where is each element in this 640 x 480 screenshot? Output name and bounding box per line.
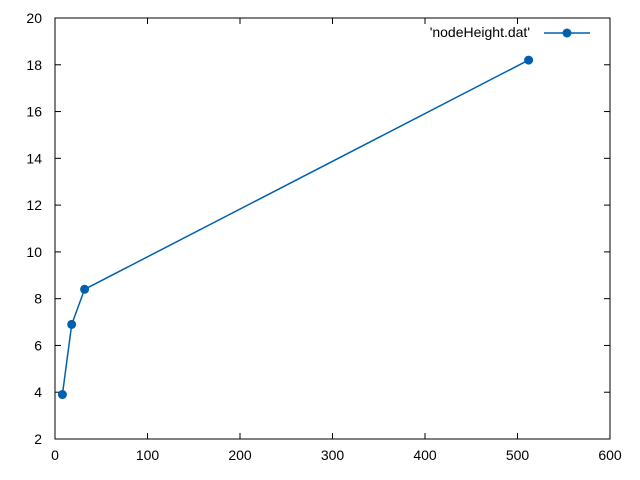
y-tick-label: 14 — [26, 150, 42, 166]
x-tick-label: 200 — [228, 447, 252, 463]
axis-tick-labels: 0 100 200 300 400 500 600 2 4 6 8 10 12 14 16 18 20 — [26, 10, 621, 463]
axis-ticks — [54, 17, 611, 440]
x-tick-label: 300 — [321, 447, 345, 463]
y-tick-label: 6 — [34, 337, 42, 353]
data-point — [67, 319, 77, 329]
data-point — [524, 55, 534, 65]
x-tick-label: 400 — [413, 447, 437, 463]
legend: 'nodeHeight.dat' — [430, 24, 590, 40]
y-tick-label: 18 — [26, 57, 42, 73]
y-tick-label: 16 — [26, 104, 42, 120]
plot-frame — [54, 17, 611, 440]
y-tick-label: 10 — [26, 244, 42, 260]
legend-marker — [562, 28, 572, 38]
x-tick-label: 500 — [506, 447, 530, 463]
y-tick-label: 2 — [34, 431, 42, 447]
series-line — [61, 59, 529, 395]
x-tick-label: 0 — [51, 447, 59, 463]
y-tick-label: 4 — [34, 384, 42, 400]
series-layer — [57, 55, 534, 400]
data-point — [57, 390, 67, 400]
y-tick-label: 20 — [26, 10, 42, 26]
legend-label-nodeheight: 'nodeHeight.dat' — [430, 24, 530, 40]
x-tick-label: 100 — [136, 447, 160, 463]
x-tick-label: 600 — [598, 447, 622, 463]
y-tick-label: 12 — [26, 197, 42, 213]
data-point — [80, 284, 90, 294]
y-tick-label: 8 — [34, 291, 42, 307]
